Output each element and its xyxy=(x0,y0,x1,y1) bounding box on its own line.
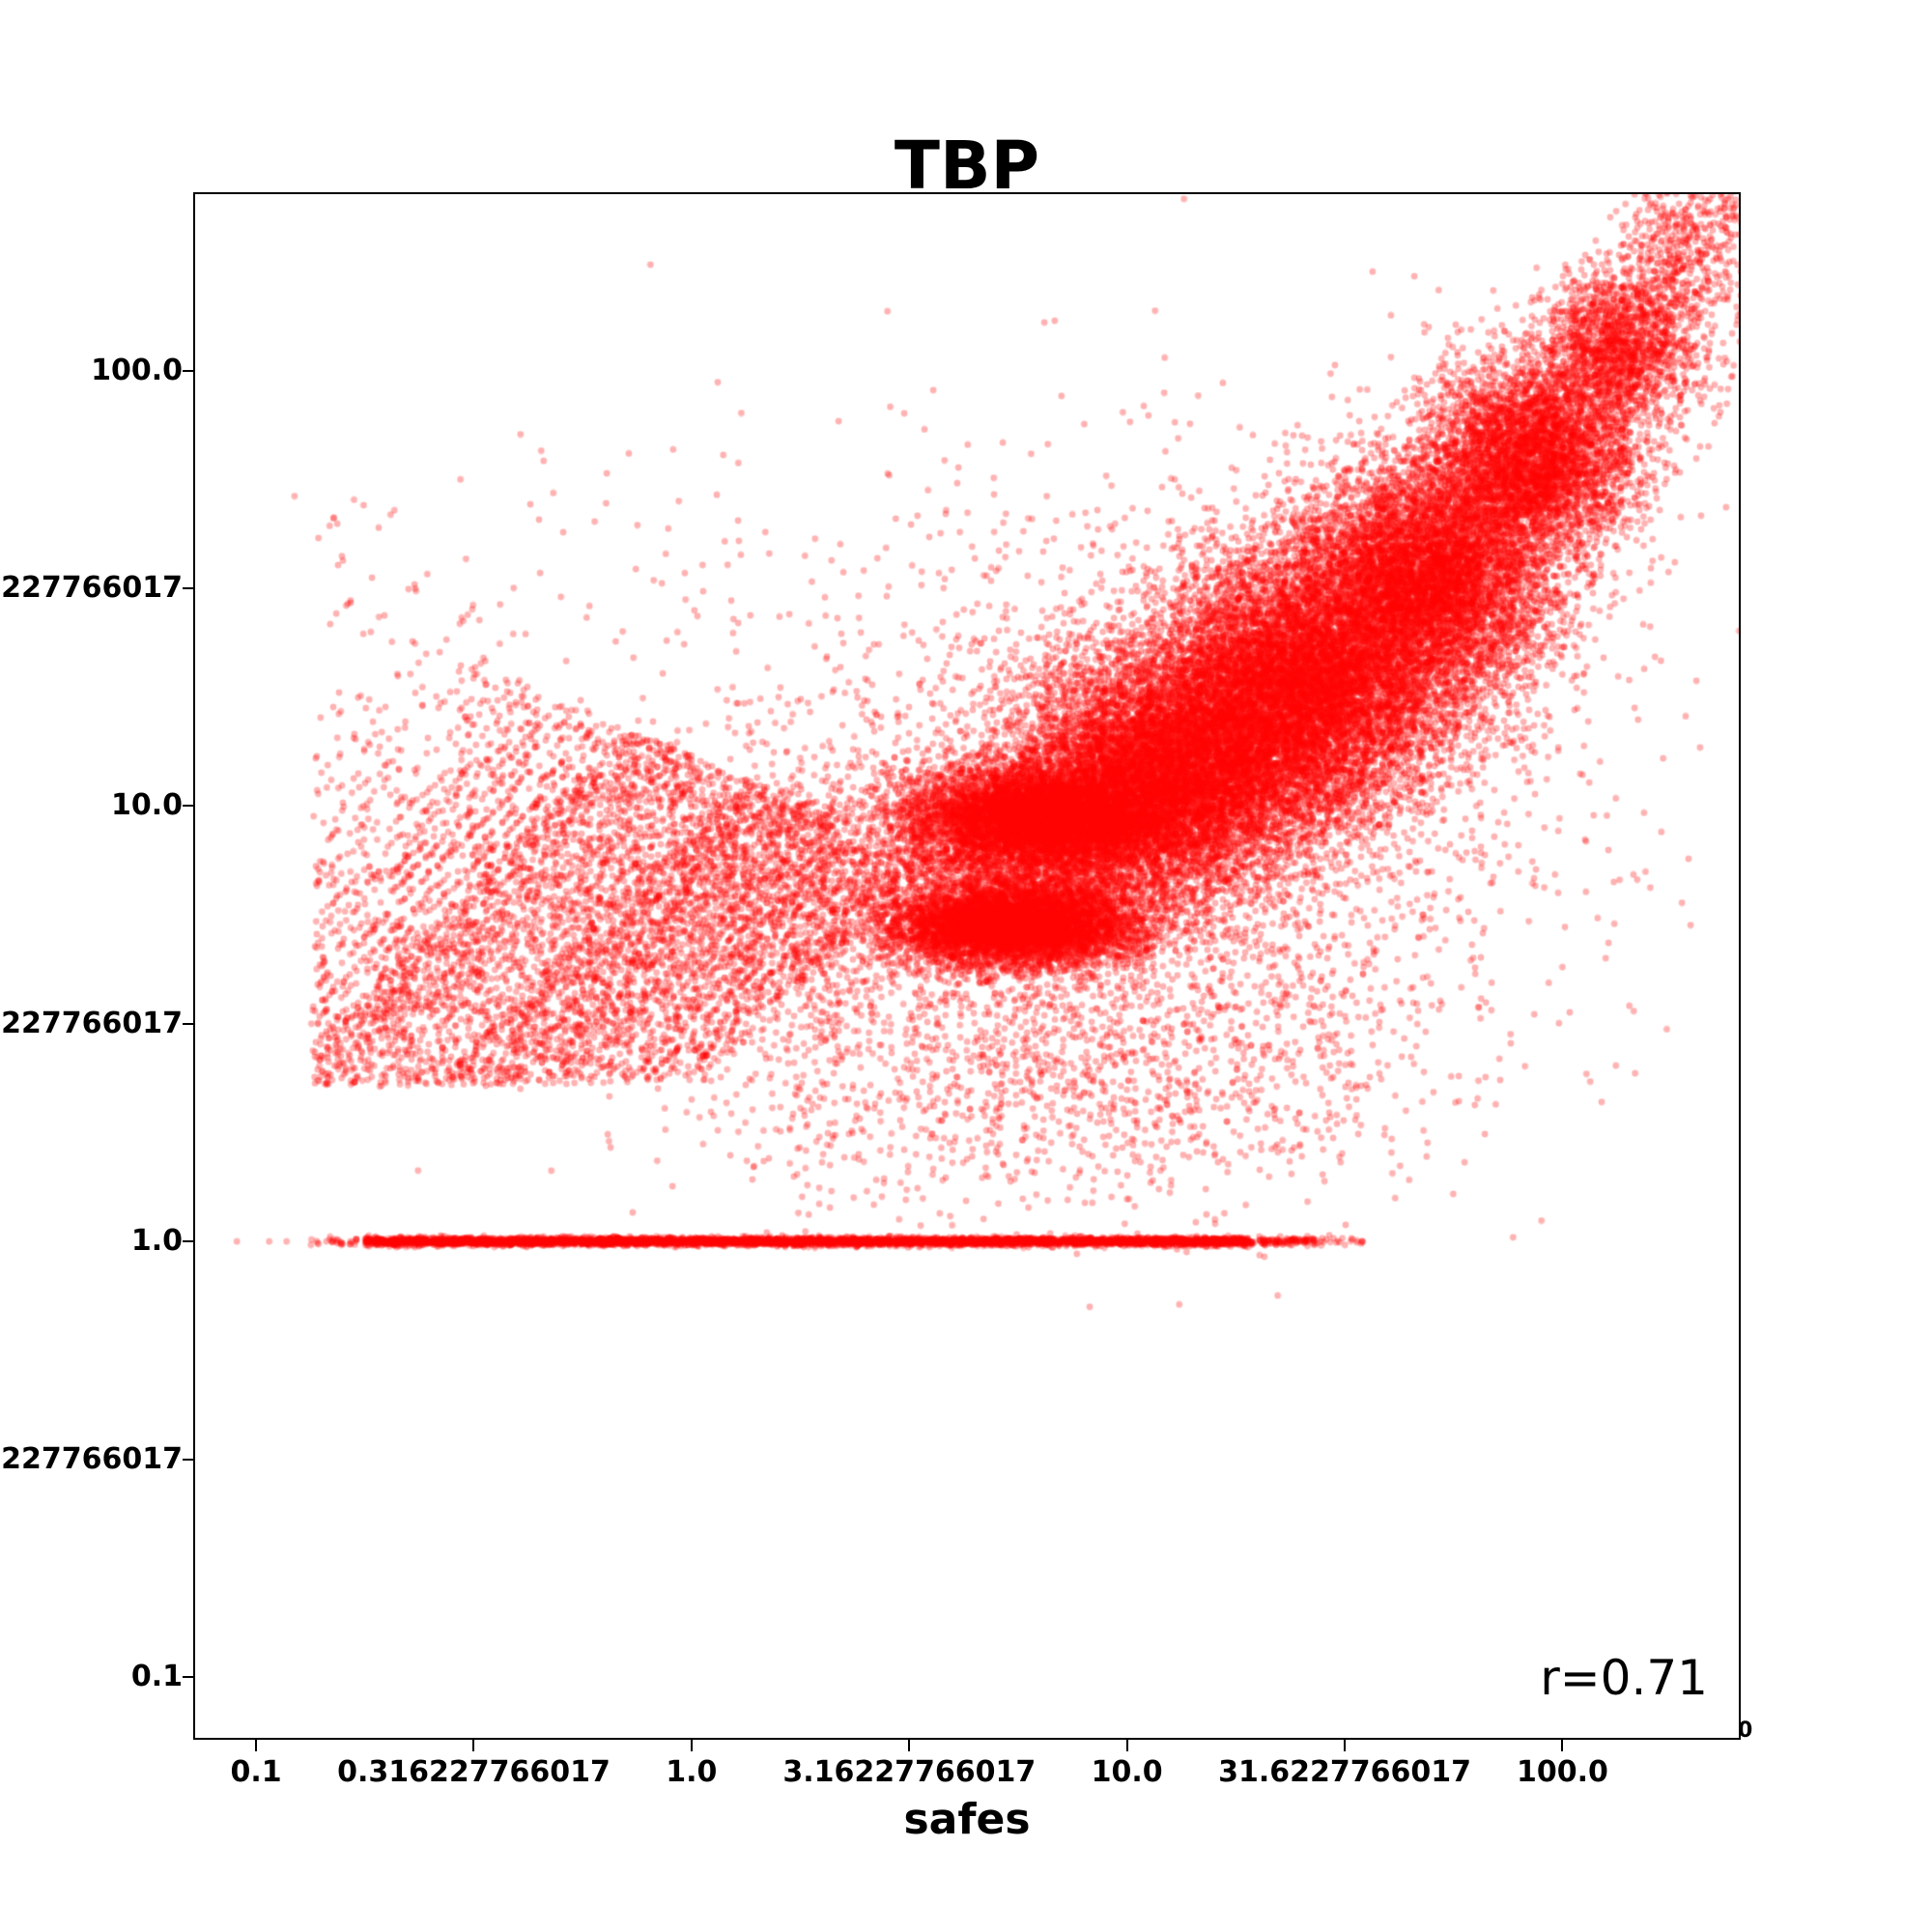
x-tick-label: 1.0 xyxy=(666,1755,718,1789)
x-tick-mark xyxy=(1344,1740,1347,1751)
x-tick-mark xyxy=(1561,1740,1564,1751)
x-axis-label: safes xyxy=(903,1795,1031,1844)
scatter-points-canvas xyxy=(194,193,1740,1739)
x-tick-label: 10.0 xyxy=(1091,1755,1163,1789)
y-tick-label: 6227766017 xyxy=(0,1441,183,1476)
y-tick-label: 1.0 xyxy=(130,1224,183,1259)
y-tick-mark xyxy=(183,805,194,808)
x-tick-mark xyxy=(690,1740,693,1751)
plot-area-border xyxy=(193,192,1741,1740)
corner-partial-tick-label: 0 xyxy=(1738,1719,1753,1743)
y-tick-label: 0.1 xyxy=(130,1659,183,1693)
y-tick-mark xyxy=(183,1458,194,1461)
x-tick-label: 100.0 xyxy=(1517,1755,1608,1789)
x-tick-mark xyxy=(255,1740,258,1751)
x-tick-mark xyxy=(1125,1740,1128,1751)
correlation-annotation: r=0.71 xyxy=(1540,1650,1708,1706)
y-tick-mark xyxy=(183,586,194,589)
x-tick-label: 31.6227766017 xyxy=(1218,1755,1472,1789)
x-tick-label: 0.1 xyxy=(230,1755,282,1789)
y-tick-label: 6227766017 xyxy=(0,1006,183,1040)
y-tick-label: 10.0 xyxy=(110,788,183,823)
y-tick-label: 100.0 xyxy=(91,353,183,387)
y-tick-label: 6227766017 xyxy=(0,570,183,605)
y-tick-mark xyxy=(183,1022,194,1025)
x-tick-mark xyxy=(908,1740,911,1751)
y-tick-mark xyxy=(183,369,194,372)
x-tick-mark xyxy=(472,1740,475,1751)
x-tick-label: 3.16227766017 xyxy=(782,1755,1037,1789)
x-tick-label: 0.316227766017 xyxy=(337,1755,611,1789)
y-tick-mark xyxy=(183,1240,194,1243)
chart-title: TBP xyxy=(894,128,1040,205)
y-tick-mark xyxy=(183,1675,194,1678)
